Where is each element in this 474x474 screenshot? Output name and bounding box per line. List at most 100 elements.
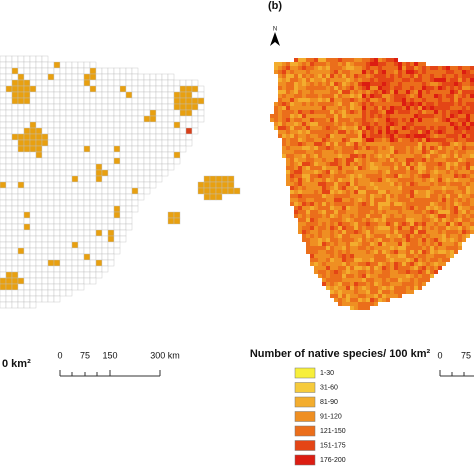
- grid-cell: [167, 127, 175, 135]
- richness-cell: [434, 194, 438, 198]
- richness-cell: [346, 114, 350, 118]
- richness-cell: [378, 234, 382, 238]
- richness-cell: [402, 214, 406, 218]
- richness-cell: [370, 142, 374, 146]
- grid-cell: [53, 97, 61, 105]
- grid-cell: [137, 97, 145, 105]
- richness-cell: [318, 90, 322, 94]
- richness-cell: [370, 238, 374, 242]
- grid-cell: [35, 157, 43, 165]
- richness-cell: [382, 238, 386, 242]
- richness-cell: [350, 202, 354, 206]
- richness-cell: [418, 126, 422, 130]
- richness-cell: [354, 146, 358, 150]
- richness-cell: [334, 90, 338, 94]
- grid-cell: [149, 109, 157, 117]
- richness-cell: [382, 110, 386, 114]
- richness-cell: [470, 214, 474, 218]
- richness-cell: [318, 62, 322, 66]
- richness-cell: [414, 134, 418, 138]
- grid-cell: [11, 211, 19, 219]
- richness-cell: [470, 86, 474, 90]
- richness-cell: [374, 78, 378, 82]
- richness-cell: [434, 82, 438, 86]
- richness-cell: [278, 62, 282, 66]
- richness-cell: [390, 122, 394, 126]
- grid-cell: [5, 271, 13, 279]
- richness-cell: [410, 286, 414, 290]
- richness-cell: [466, 226, 470, 230]
- grid-cell: [53, 289, 61, 297]
- richness-cell: [290, 106, 294, 110]
- richness-cell: [434, 150, 438, 154]
- richness-cell: [406, 138, 410, 142]
- grid-cell: [89, 241, 97, 249]
- grid-cell: [35, 67, 43, 75]
- richness-cell: [318, 82, 322, 86]
- richness-cell: [282, 62, 286, 66]
- richness-cell: [438, 150, 442, 154]
- richness-cell: [394, 294, 398, 298]
- richness-cell: [310, 158, 314, 162]
- richness-cell: [422, 146, 426, 150]
- richness-cell: [346, 230, 350, 234]
- richness-cell: [374, 146, 378, 150]
- richness-cell: [330, 130, 334, 134]
- richness-cell: [394, 214, 398, 218]
- richness-cell: [370, 110, 374, 114]
- richness-cell: [378, 62, 382, 66]
- richness-cell: [394, 250, 398, 254]
- grid-cell: [23, 223, 31, 231]
- richness-cell: [422, 222, 426, 226]
- richness-cell: [454, 186, 458, 190]
- richness-cell: [370, 118, 374, 122]
- richness-cell: [426, 182, 430, 186]
- grid-cell: [179, 133, 187, 141]
- richness-cell: [454, 70, 458, 74]
- richness-cell: [354, 166, 358, 170]
- richness-cell: [418, 178, 422, 182]
- grid-cell: [155, 79, 163, 87]
- richness-cell: [378, 250, 382, 254]
- richness-cell: [446, 146, 450, 150]
- richness-cell: [438, 70, 442, 74]
- grid-cell: [0, 85, 7, 93]
- grid-cell: [95, 265, 103, 273]
- richness-cell: [342, 286, 346, 290]
- richness-cell: [330, 90, 334, 94]
- richness-cell: [442, 134, 446, 138]
- grid-cell: [173, 121, 181, 129]
- richness-cell: [434, 234, 438, 238]
- grid-cell: [0, 73, 7, 81]
- grid-cell: [11, 109, 19, 117]
- grid-cell: [83, 163, 91, 171]
- richness-cell: [418, 226, 422, 230]
- grid-cell: [5, 187, 13, 195]
- richness-cell: [334, 190, 338, 194]
- richness-cell: [354, 186, 358, 190]
- richness-cell: [326, 186, 330, 190]
- richness-cell: [446, 66, 450, 70]
- richness-cell: [394, 266, 398, 270]
- richness-cell: [326, 162, 330, 166]
- grid-cell: [41, 241, 49, 249]
- richness-cell: [410, 234, 414, 238]
- richness-cell: [310, 242, 314, 246]
- grid-cell: [197, 91, 205, 99]
- richness-cell: [430, 130, 434, 134]
- grid-cell: [29, 145, 37, 153]
- richness-cell: [350, 106, 354, 110]
- grid-cell: [41, 91, 49, 99]
- richness-cell: [294, 154, 298, 158]
- richness-cell: [318, 210, 322, 214]
- grid-cell: [209, 181, 217, 189]
- richness-cell: [366, 226, 370, 230]
- richness-cell: [362, 270, 366, 274]
- richness-cell: [346, 106, 350, 110]
- richness-cell: [390, 290, 394, 294]
- grid-cell: [161, 115, 169, 123]
- richness-cell: [358, 126, 362, 130]
- richness-cell: [330, 198, 334, 202]
- richness-cell: [354, 150, 358, 154]
- richness-cell: [326, 262, 330, 266]
